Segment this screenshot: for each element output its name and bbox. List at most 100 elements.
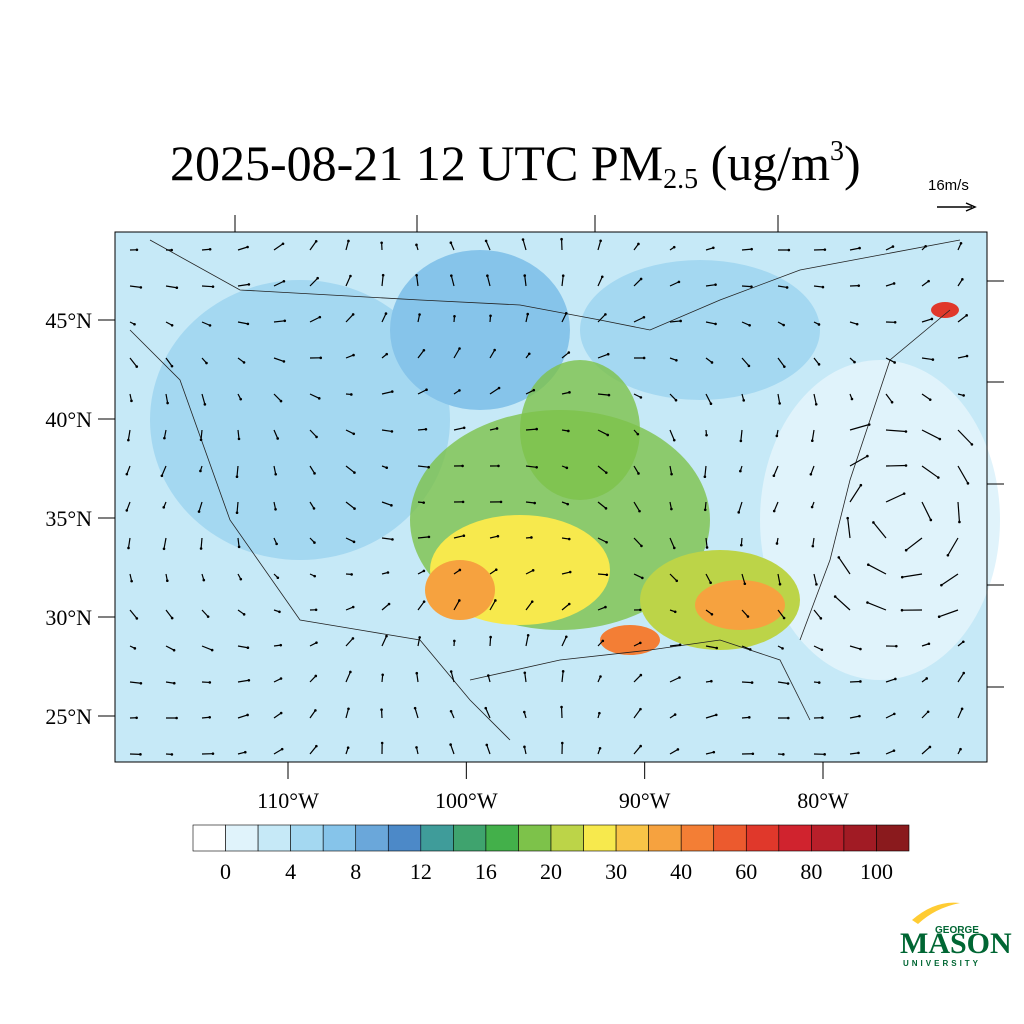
wind-arrow bbox=[941, 573, 959, 586]
wind-arrow bbox=[237, 321, 248, 325]
wind-arrow bbox=[957, 279, 963, 287]
wind-arrow-head bbox=[314, 674, 318, 678]
wind-arrow-head bbox=[785, 286, 789, 289]
colorbar-box bbox=[876, 824, 910, 852]
wind-arrow bbox=[486, 275, 491, 287]
wind-arrow-head bbox=[938, 437, 942, 441]
wind-arrow-head bbox=[928, 398, 932, 401]
wind-arrow-head bbox=[787, 248, 791, 252]
wind-arrow-head bbox=[133, 647, 137, 650]
wind-arrow-head bbox=[567, 537, 571, 541]
colorbar-label: 4 bbox=[285, 859, 296, 884]
wind-arrow bbox=[525, 569, 534, 575]
wind-arrow bbox=[597, 429, 608, 436]
wind-arrow-head bbox=[823, 248, 827, 251]
wind-arrow bbox=[129, 681, 141, 684]
wind-arrow bbox=[669, 644, 681, 647]
wind-arrow bbox=[777, 609, 785, 619]
wind-arrow-head bbox=[560, 741, 564, 745]
wind-arrow-head bbox=[485, 743, 489, 747]
wind-arrow-head bbox=[385, 466, 389, 470]
wind-arrow-head bbox=[639, 277, 643, 281]
wind-arrow-head bbox=[535, 427, 538, 431]
wind-arrow bbox=[127, 429, 131, 441]
wind-arrow-head bbox=[276, 576, 280, 580]
wind-arrow-head bbox=[902, 492, 906, 495]
wind-arrow-head bbox=[639, 396, 643, 399]
wind-arrow-head bbox=[125, 509, 129, 512]
wind-arrow-head bbox=[496, 534, 500, 538]
wind-arrow-head bbox=[349, 274, 352, 278]
wind-arrow-head bbox=[243, 750, 247, 754]
wind-arrow-head bbox=[352, 353, 355, 357]
wind-arrow-head bbox=[461, 464, 464, 468]
wind-arrow-head bbox=[205, 361, 208, 365]
wind-arrow-head bbox=[705, 546, 709, 549]
wind-arrow bbox=[777, 285, 788, 289]
wind-arrow bbox=[237, 679, 249, 683]
colorbar-box bbox=[387, 824, 422, 852]
wind-arrow bbox=[741, 645, 751, 650]
wind-arrow bbox=[633, 708, 641, 719]
wind-arrow-head bbox=[937, 476, 940, 479]
wind-arrow bbox=[161, 465, 167, 477]
wind-arrow-head bbox=[607, 393, 611, 397]
wind-arrow-head bbox=[564, 312, 568, 315]
wind-arrow-head bbox=[605, 573, 609, 577]
wind-arrow-head bbox=[748, 323, 751, 327]
wind-arrow-head bbox=[497, 464, 500, 468]
wind-arrow bbox=[236, 465, 239, 477]
wind-arrow bbox=[669, 429, 675, 441]
wind-arrow-head bbox=[565, 635, 568, 639]
wind-arrow bbox=[525, 635, 529, 647]
wind-arrow-head bbox=[837, 556, 841, 559]
wind-arrow bbox=[525, 501, 535, 504]
wind-arrow-head bbox=[415, 746, 418, 749]
colorbar-label: 12 bbox=[410, 859, 432, 884]
colorbar-label: 16 bbox=[475, 859, 497, 884]
wind-arrow-head bbox=[422, 569, 426, 573]
wind-arrow-head bbox=[237, 545, 241, 549]
wind-arrow-head bbox=[850, 397, 854, 401]
wind-arrow-head bbox=[172, 681, 176, 685]
wind-arrow-head bbox=[714, 713, 718, 717]
wind-arrow-head bbox=[208, 247, 212, 251]
wind-arrow bbox=[872, 522, 887, 539]
title: 2025-08-21 12 UTC PM2.5 (ug/m3) bbox=[170, 135, 861, 195]
colorbar-box bbox=[192, 824, 226, 852]
wind-arrow-head bbox=[521, 238, 525, 241]
wind-arrow-head bbox=[606, 352, 610, 356]
wind-arrow-head bbox=[672, 438, 676, 442]
wind-arrow-head bbox=[709, 402, 713, 405]
wind-arrow bbox=[561, 275, 564, 287]
colorbar-box bbox=[420, 824, 454, 852]
wind-arrow-head bbox=[163, 436, 166, 440]
wind-arrow-head bbox=[815, 583, 818, 586]
wind-arrow-head bbox=[904, 464, 908, 467]
wind-arrow-head bbox=[484, 239, 488, 243]
wind-arrow-head bbox=[640, 544, 643, 548]
wind-arrow-head bbox=[246, 646, 250, 650]
wind-arrow-head bbox=[561, 274, 565, 278]
wind-arrow-head bbox=[786, 682, 790, 685]
wind-arrow bbox=[345, 606, 354, 611]
wind-arrow bbox=[921, 465, 939, 479]
wind-arrow-head bbox=[710, 612, 714, 616]
wind-arrow-head bbox=[715, 646, 719, 650]
wind-arrow bbox=[741, 321, 750, 326]
wind-arrow-head bbox=[523, 274, 527, 277]
wind-arrow-head bbox=[567, 602, 571, 606]
wind-arrow-head bbox=[675, 579, 679, 583]
wind-arrow bbox=[201, 285, 214, 288]
wind-arrow-head bbox=[279, 399, 283, 403]
wind-arrow-head bbox=[313, 574, 316, 578]
wind-arrow-head bbox=[523, 745, 526, 749]
wind-arrow bbox=[525, 465, 537, 468]
wind-arrow-head bbox=[606, 433, 610, 437]
wind-arrow-head bbox=[353, 471, 356, 474]
wind-arrow-head bbox=[527, 352, 531, 356]
wind-arrow-head bbox=[709, 581, 712, 585]
wind-arrow bbox=[129, 357, 138, 367]
wind-arrow bbox=[309, 710, 316, 719]
wind-arrow-head bbox=[642, 356, 646, 360]
